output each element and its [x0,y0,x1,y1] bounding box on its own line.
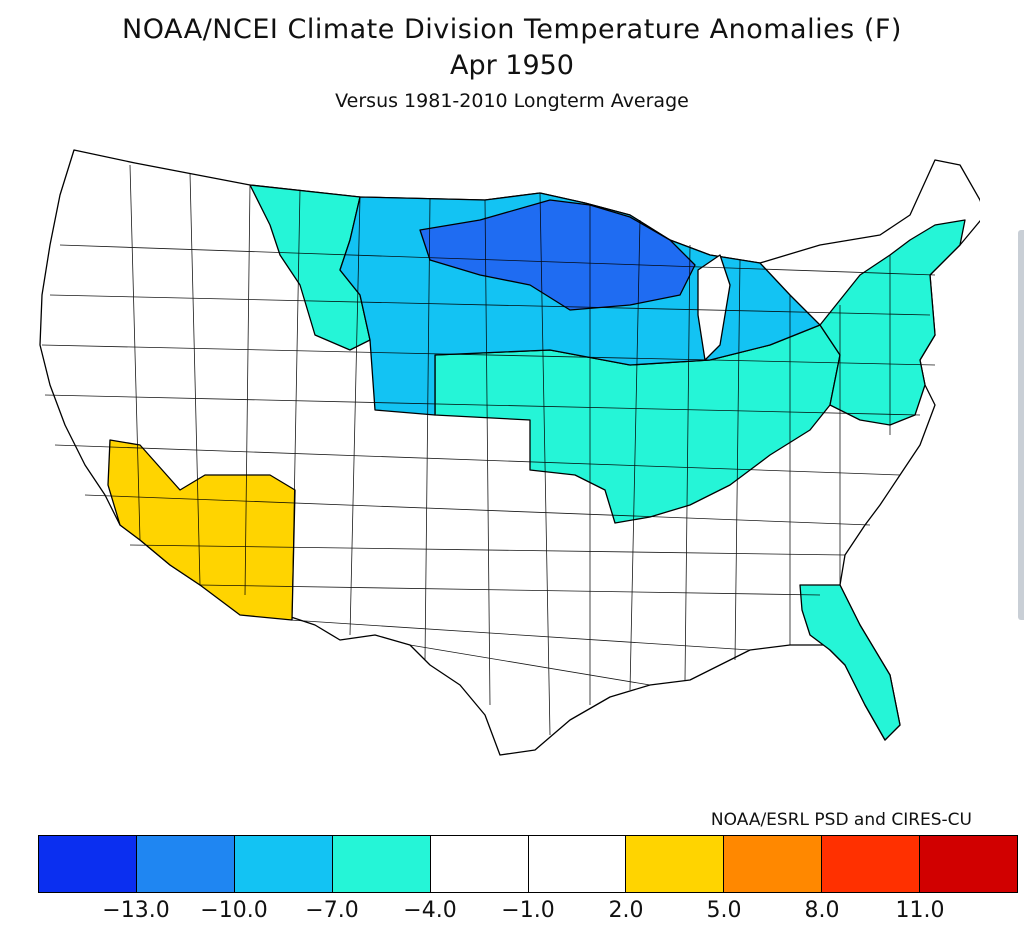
color-bin-1 [39,836,137,892]
color-bin-9 [822,836,921,892]
tick-label: 8.0 [804,898,840,923]
color-bin-6 [528,836,627,892]
region-georgia-florida [799,584,901,741]
tick-label: 11.0 [895,898,945,923]
color-bin-10 [920,836,1018,892]
tick-label: −4.0 [403,898,457,923]
tick-label: −10.0 [200,898,268,923]
map-baseline: Versus 1981-2010 Longterm Average [335,90,689,112]
color-bin-8 [724,836,823,892]
tick-label: −1.0 [501,898,555,923]
map-period: Apr 1950 [449,50,574,81]
division-borders [41,164,936,736]
us-climate-division-map [39,149,980,756]
tick-label: −13.0 [102,898,170,923]
color-bin-4 [332,836,431,892]
tick-label: 5.0 [706,898,742,923]
region-northeast [819,219,966,426]
scroll-edge[interactable] [1018,230,1024,620]
region-california-arizona [107,439,296,621]
color-bin-5 [430,836,529,892]
region-upper-midwest [419,199,696,311]
credit-text: NOAA/ESRL PSD and CIRES-CU [710,810,972,830]
lake-michigan [697,254,731,361]
tick-label: 2.0 [608,898,644,923]
color-bin-2 [136,836,235,892]
tick-label: −7.0 [305,898,359,923]
color-scale-bar [38,835,1018,893]
color-bin-7 [626,836,725,892]
map-title: NOAA/NCEI Climate Division Temperature A… [122,14,902,45]
color-bin-3 [234,836,333,892]
